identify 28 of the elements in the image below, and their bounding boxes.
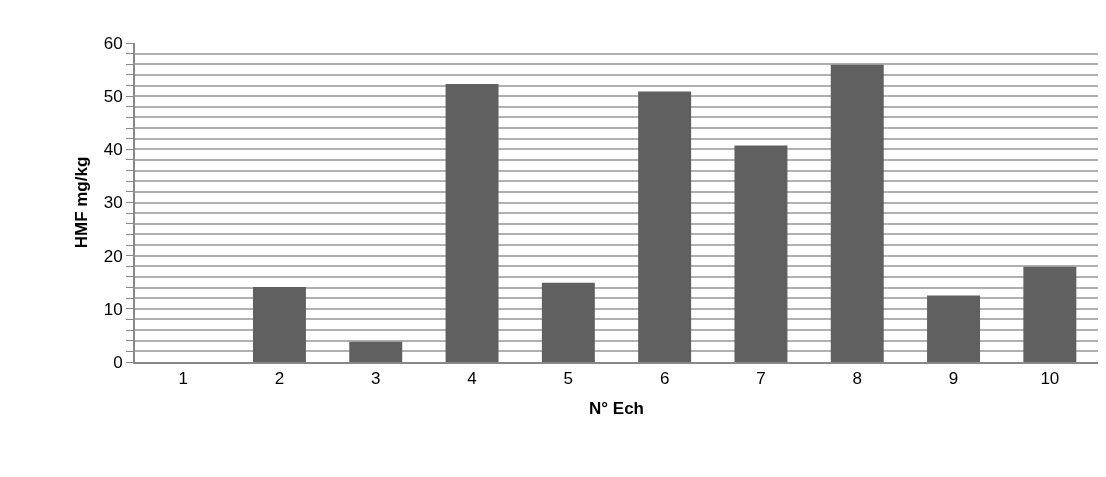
y-tick-label: 40 [103,140,123,160]
x-tick-label: 1 [178,369,188,389]
y-tick-label: 20 [103,246,123,266]
x-tick-label: 10 [1040,369,1060,389]
x-tick-label: 7 [756,369,766,389]
x-tick-label: 5 [563,369,574,389]
y-tick-label: 50 [103,87,123,107]
bar [349,341,403,362]
x-tick-label: 4 [467,369,477,389]
y-tick-label: 60 [103,33,123,53]
bar [927,295,981,362]
y-tick-label: 30 [103,193,123,213]
x-tick-label: 8 [852,369,862,389]
x-tick-label: 2 [274,369,285,389]
y-tick-label: 10 [103,299,123,319]
y-tick-label: 0 [113,352,123,372]
y-axis-title: HMF mg/kg [71,156,91,249]
bar [445,83,499,362]
bar [830,64,884,362]
bar [734,145,788,362]
bar [252,287,306,362]
bar [1023,266,1077,362]
bar [638,91,692,362]
bar [541,282,595,362]
x-tick-label: 3 [371,369,381,389]
x-tick-label: 6 [659,369,670,389]
x-axis-title: N° Ech [589,399,644,419]
x-tick-label: 9 [948,369,959,389]
